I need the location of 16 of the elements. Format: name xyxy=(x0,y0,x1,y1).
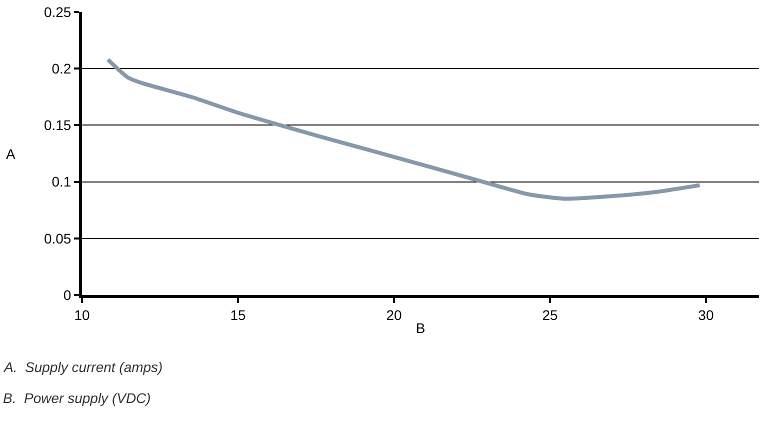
x-tick-label: 20 xyxy=(386,306,402,323)
line-series xyxy=(106,58,702,201)
x-tick-label: 15 xyxy=(230,306,246,323)
x-axis-title: B xyxy=(416,320,426,336)
y-tick-label: 0 xyxy=(63,286,72,303)
y-axis-title: A xyxy=(6,146,16,162)
x-tick-label: 25 xyxy=(542,306,558,323)
x-tick-label: 30 xyxy=(698,306,714,323)
text: A. Supply current (amps) xyxy=(3,359,163,375)
y-tick-label: 0.2 xyxy=(52,60,72,76)
y-tick-label: 0.25 xyxy=(44,4,72,20)
y-tick-label: 0.05 xyxy=(44,230,72,246)
y-tick-label: 0.1 xyxy=(52,174,72,190)
x-tick-label: 10 xyxy=(74,306,90,323)
y-tick-label: 0.15 xyxy=(44,117,72,134)
text: B. Power supply (VDC) xyxy=(3,390,151,406)
